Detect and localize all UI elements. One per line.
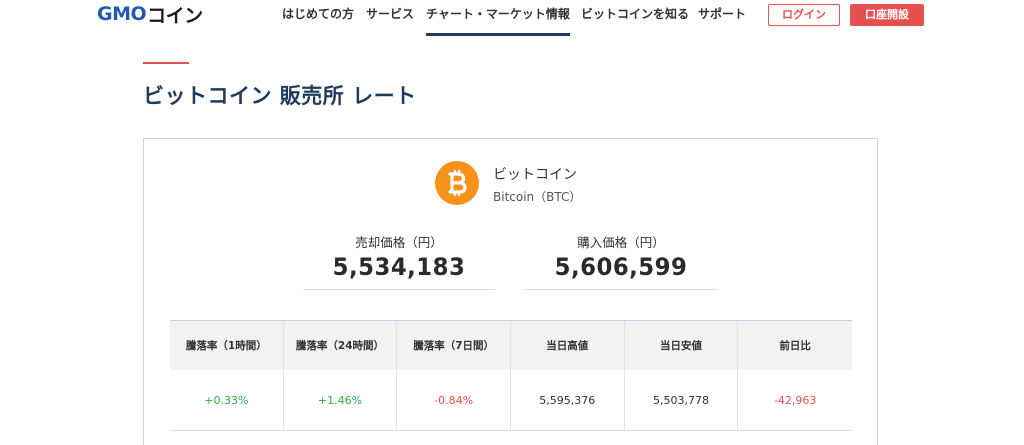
site-header: GMO コイン はじめての方 サービス チャート・マーケット情報 ビットコインを… (0, 0, 1024, 36)
value-change-1h: +0.33% (170, 370, 284, 430)
title-accent-line (143, 62, 189, 64)
nav-item-support[interactable]: サポート (698, 7, 747, 21)
open-account-button[interactable]: 口座開設 (850, 4, 924, 26)
nav-item-services[interactable]: サービス (366, 7, 415, 21)
header-change-7d: 騰落率（7日間） (397, 321, 511, 370)
sell-price-box: 売却価格（円） 5,534,183 (303, 231, 495, 290)
header-day-high: 当日高値 (511, 321, 625, 370)
gmo-coin-logo[interactable]: GMO コイン (97, 3, 203, 27)
header-change-1h: 騰落率（1時間） (170, 321, 284, 370)
stats-header-row: 騰落率（1時間） 騰落率（24時間） 騰落率（7日間） 当日高値 当日安値 前日… (170, 321, 852, 370)
header-day-change: 前日比 (779, 340, 811, 352)
logo-secondary-text: コイン (147, 4, 203, 27)
nav-item-chart-market[interactable]: チャート・マーケット情報 (426, 0, 570, 36)
value-day-high: 5,595,376 (511, 370, 625, 430)
coin-name: ビットコイン (493, 167, 577, 183)
stats-value-row: +0.33% +1.46% -0.84% 5,595,376 5,503,778… (170, 370, 852, 431)
buy-price-label: 購入価格（円） (577, 235, 665, 250)
logo-primary-text: GMO (97, 3, 147, 25)
buy-price-value: 5,606,599 (554, 253, 688, 281)
page-title: ビットコイン 販売所 レート (143, 84, 417, 108)
nav-item-beginners[interactable]: はじめての方 (282, 7, 355, 21)
rate-card: ビットコイン Bitcoin（BTC） 売却価格（円） 5,534,183 購入… (143, 138, 878, 445)
value-change-24h: +1.46% (284, 370, 398, 430)
sell-price-value: 5,534,183 (332, 253, 466, 281)
login-button[interactable]: ログイン (768, 4, 840, 26)
coin-ticker: Bitcoin（BTC） (493, 190, 582, 204)
bitcoin-icon (435, 161, 479, 205)
bitcoin-symbol (448, 169, 467, 197)
sell-price-label: 売却価格（円） (355, 235, 443, 250)
value-day-change: -42,963 (773, 393, 817, 407)
value-change-7d: -0.84% (397, 370, 511, 430)
stats-table: 騰落率（1時間） 騰落率（24時間） 騰落率（7日間） 当日高値 当日安値 前日… (170, 320, 852, 431)
header-change-24h: 騰落率（24時間） (284, 321, 398, 370)
value-day-low: 5,503,778 (625, 370, 739, 430)
nav-item-learn-bitcoin[interactable]: ビットコインを知る (581, 7, 690, 21)
header-day-low: 当日安値 (625, 321, 739, 370)
buy-price-box: 購入価格（円） 5,606,599 (525, 231, 717, 290)
